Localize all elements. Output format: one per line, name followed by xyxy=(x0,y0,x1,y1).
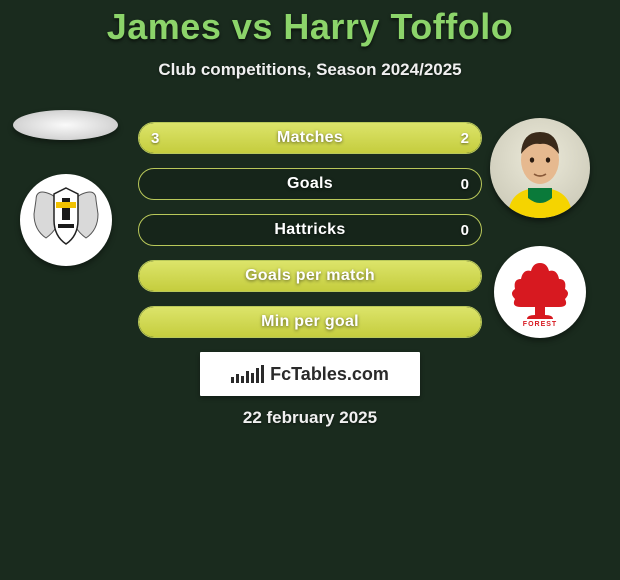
stat-value-right: 0 xyxy=(461,169,469,199)
club-badge-left xyxy=(20,174,112,266)
stat-row-mpg: Min per goal xyxy=(138,306,482,338)
stat-label: Goals xyxy=(139,169,481,199)
forest-crest-text: FOREST xyxy=(523,321,557,327)
stat-row-hattricks: Hattricks 0 xyxy=(138,214,482,246)
stat-value-right: 0 xyxy=(461,215,469,245)
stat-row-gpm: Goals per match xyxy=(138,260,482,292)
watermark-badge: FcTables.com xyxy=(200,352,420,396)
right-player-column: FOREST xyxy=(485,118,595,338)
stat-label: Goals per match xyxy=(139,261,481,291)
header: James vs Harry Toffolo Club competitions… xyxy=(0,0,620,80)
left-player-column xyxy=(8,110,123,266)
player-left-photo-placeholder xyxy=(13,110,118,140)
stat-value-right: 2 xyxy=(461,123,469,153)
watermark-text: FcTables.com xyxy=(270,364,389,385)
club-badge-right: FOREST xyxy=(494,246,586,338)
forest-crest-icon: FOREST xyxy=(505,257,575,327)
page-subtitle: Club competitions, Season 2024/2025 xyxy=(0,60,620,80)
club-crest-left-icon xyxy=(26,180,106,260)
player-right-photo xyxy=(490,118,590,218)
date-label: 22 february 2025 xyxy=(0,408,620,428)
bar-chart-icon xyxy=(231,365,264,383)
stat-row-matches: 3 Matches 2 xyxy=(138,122,482,154)
stat-row-goals: Goals 0 xyxy=(138,168,482,200)
stats-bars: 3 Matches 2 Goals 0 Hattricks 0 Goals pe… xyxy=(138,122,482,352)
stat-label: Min per goal xyxy=(139,307,481,337)
player-portrait-icon xyxy=(490,118,590,218)
stat-label: Matches xyxy=(139,123,481,153)
stat-label: Hattricks xyxy=(139,215,481,245)
page-title: James vs Harry Toffolo xyxy=(0,6,620,48)
